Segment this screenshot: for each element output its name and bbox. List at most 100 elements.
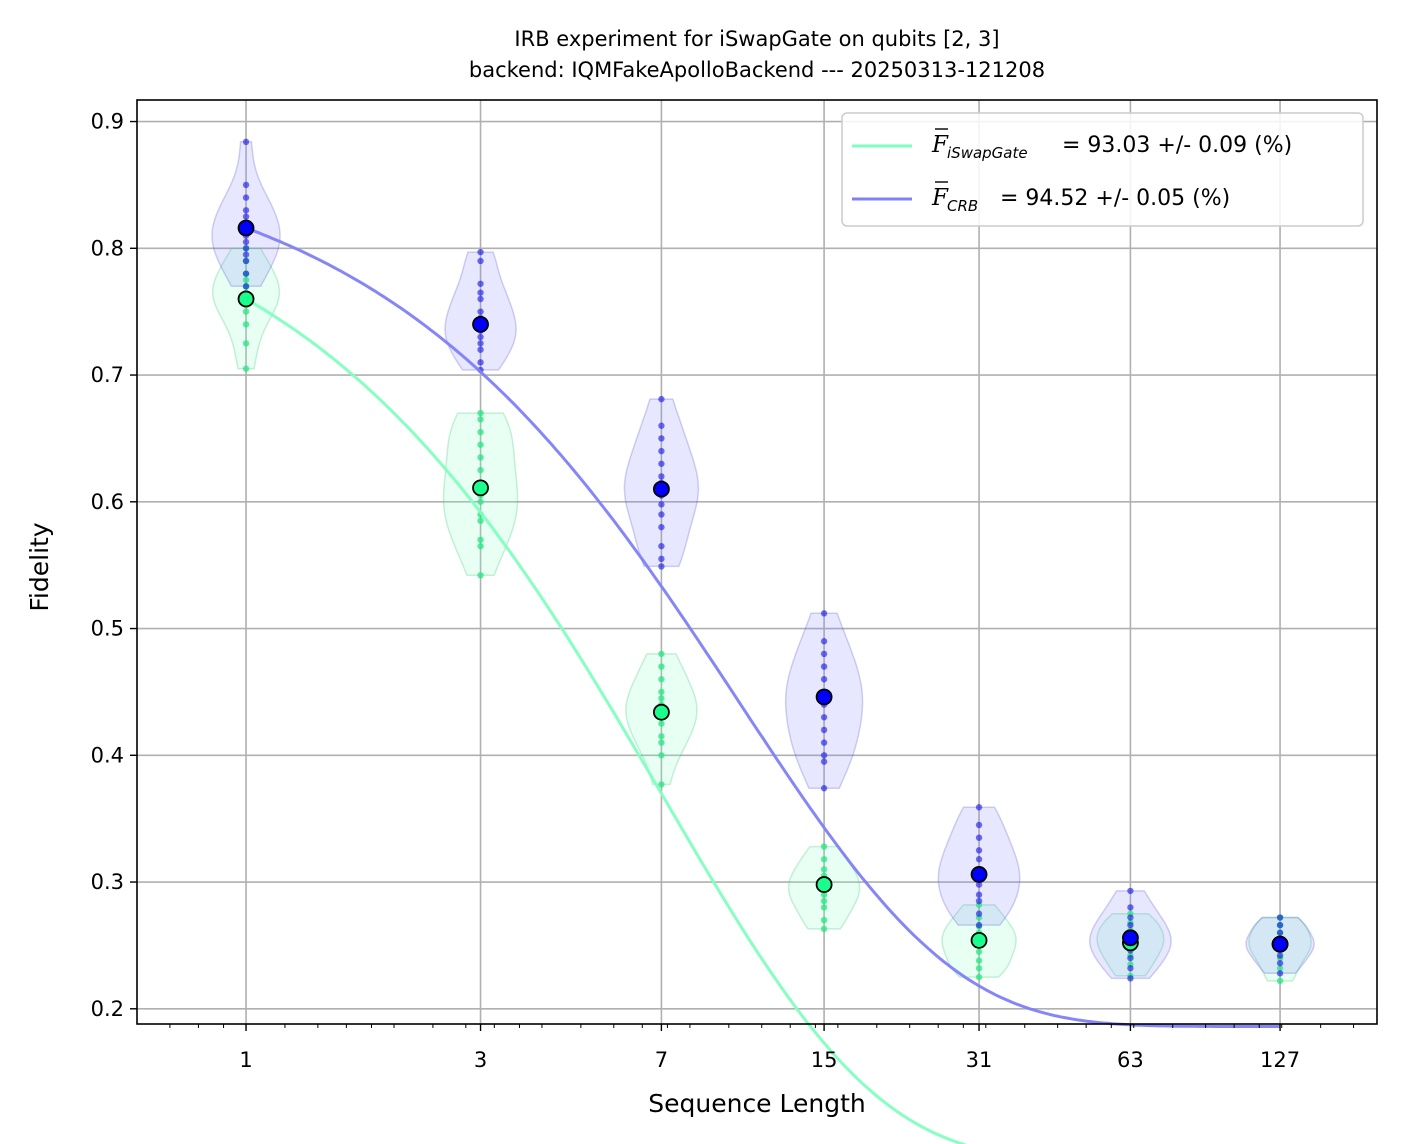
sample-point-CRB [820, 758, 828, 765]
sample-point-CRB [1276, 929, 1284, 936]
sample-point-iSwapGate [658, 733, 665, 740]
sample-point-iSwapGate [477, 466, 484, 474]
sample-point-iSwapGate [477, 517, 484, 525]
sample-point-CRB [242, 207, 250, 214]
sample-point-iSwapGate [477, 428, 484, 436]
sample-point-CRB [820, 752, 828, 759]
mean-marker-iSwapGate-7 [653, 703, 670, 721]
sample-point-CRB [1127, 965, 1134, 972]
sample-point-iSwapGate [820, 843, 828, 850]
sample-point-CRB [975, 891, 983, 898]
y-tick-label-0.7: 0.7 [91, 363, 124, 387]
sample-point-iSwapGate [658, 695, 665, 702]
sample-point-iSwapGate [820, 856, 828, 863]
x-tick-label-7: 7 [655, 1048, 668, 1072]
mean-marker-CRB-63 [1122, 929, 1139, 947]
sample-point-iSwapGate [242, 321, 250, 328]
sample-point-iSwapGate [477, 454, 484, 461]
sample-point-CRB [242, 138, 250, 146]
sample-point-CRB [242, 238, 250, 246]
sample-point-CRB [820, 610, 828, 617]
legend-f-iswapgate: F [931, 132, 949, 158]
mean-marker-CRB-15 [815, 688, 833, 706]
legend-value-iswapgate: = 93.03 +/- 0.09 (%) [1062, 133, 1292, 158]
sample-point-CRB [658, 501, 665, 508]
sample-point-iSwapGate [975, 948, 983, 955]
grid [137, 100, 1377, 1024]
sample-point-iSwapGate [658, 688, 665, 696]
sample-point-CRB [1276, 959, 1284, 967]
sample-point-iSwapGate [477, 572, 484, 579]
sample-point-CRB [1127, 921, 1134, 929]
chart-title: IRB experiment for iSwapGate on qubits [… [514, 27, 999, 51]
sample-point-CRB [658, 523, 665, 531]
sample-point-CRB [477, 295, 484, 303]
sample-point-CRB [477, 340, 484, 347]
mean-markers [237, 219, 1289, 953]
sample-point-CRB [975, 834, 983, 841]
sample-point-CRB [242, 194, 250, 201]
sample-point-iSwapGate [658, 781, 665, 788]
sample-point-iSwapGate [477, 441, 484, 448]
sample-point-CRB [658, 447, 665, 455]
y-tick-label-0.8: 0.8 [91, 236, 124, 260]
sample-point-iSwapGate [820, 916, 828, 924]
mean-marker-CRB-31 [970, 866, 988, 883]
sample-point-iSwapGate [1276, 977, 1284, 985]
x-axis-label: Sequence Length [648, 1089, 866, 1118]
legend-box [841, 112, 1364, 227]
legend-value-crb: = 94.52 +/- 0.05 (%) [1000, 186, 1230, 211]
fit-curve-iSwapGate [245, 297, 968, 1144]
sample-point-CRB [242, 283, 250, 290]
mean-marker-CRB-3 [472, 315, 489, 333]
sample-point-CRB [658, 542, 665, 550]
sample-point-CRB [975, 921, 983, 929]
sample-point-CRB [1276, 970, 1284, 977]
legend-f-crb: F [931, 185, 949, 211]
x-tick-label-63: 63 [1117, 1048, 1144, 1072]
sample-point-CRB [975, 847, 983, 854]
sample-point-CRB [1276, 914, 1284, 921]
y-tick-label-0.6: 0.6 [91, 490, 124, 514]
sample-point-iSwapGate [820, 866, 828, 873]
sample-point-iSwapGate [242, 340, 250, 347]
sample-point-CRB [477, 359, 484, 366]
sample-point-iSwapGate [658, 752, 665, 759]
plot-frame [136, 99, 1378, 1025]
sample-point-CRB [975, 910, 983, 917]
y-tick-label-0.4: 0.4 [91, 743, 124, 767]
legend-sub-crb: CRB [947, 197, 978, 215]
sample-point-CRB [975, 804, 983, 811]
sample-point-CRB [242, 257, 250, 265]
sample-point-iSwapGate [477, 409, 484, 417]
sample-point-iSwapGate [975, 973, 983, 981]
sample-point-CRB [658, 511, 665, 518]
sample-point-CRB [658, 460, 665, 467]
sample-point-CRB [975, 881, 983, 888]
sample-point-iSwapGate [658, 650, 665, 658]
sample-point-iSwapGate [477, 536, 484, 544]
sample-point-CRB [1127, 954, 1134, 962]
x-tick-label-15: 15 [811, 1048, 838, 1072]
sample-point-iSwapGate [242, 365, 250, 372]
mean-marker-iSwapGate-1 [237, 290, 255, 308]
sample-point-CRB [242, 251, 250, 258]
sample-point-iSwapGate [975, 957, 983, 964]
mean-marker-CRB-127 [1271, 935, 1289, 953]
sample-point-CRB [477, 257, 484, 265]
sample-point-CRB [658, 555, 665, 563]
sample-point-CRB [242, 213, 250, 220]
sample-point-CRB [820, 663, 828, 670]
sample-point-CRB [820, 739, 828, 746]
mean-marker-iSwapGate-3 [472, 479, 489, 497]
sample-point-CRB [477, 289, 484, 296]
sample-point-CRB [1127, 904, 1134, 911]
sample-point-CRB [1276, 921, 1284, 929]
mean-marker-CRB-1 [237, 219, 255, 237]
legend-sub-iswapgate: iSwapGate [947, 144, 1028, 162]
y-tick-label-0.5: 0.5 [91, 617, 124, 641]
sample-point-iSwapGate [477, 542, 484, 550]
sample-point-iSwapGate [658, 663, 665, 670]
y-tick-label-0.3: 0.3 [91, 870, 124, 894]
